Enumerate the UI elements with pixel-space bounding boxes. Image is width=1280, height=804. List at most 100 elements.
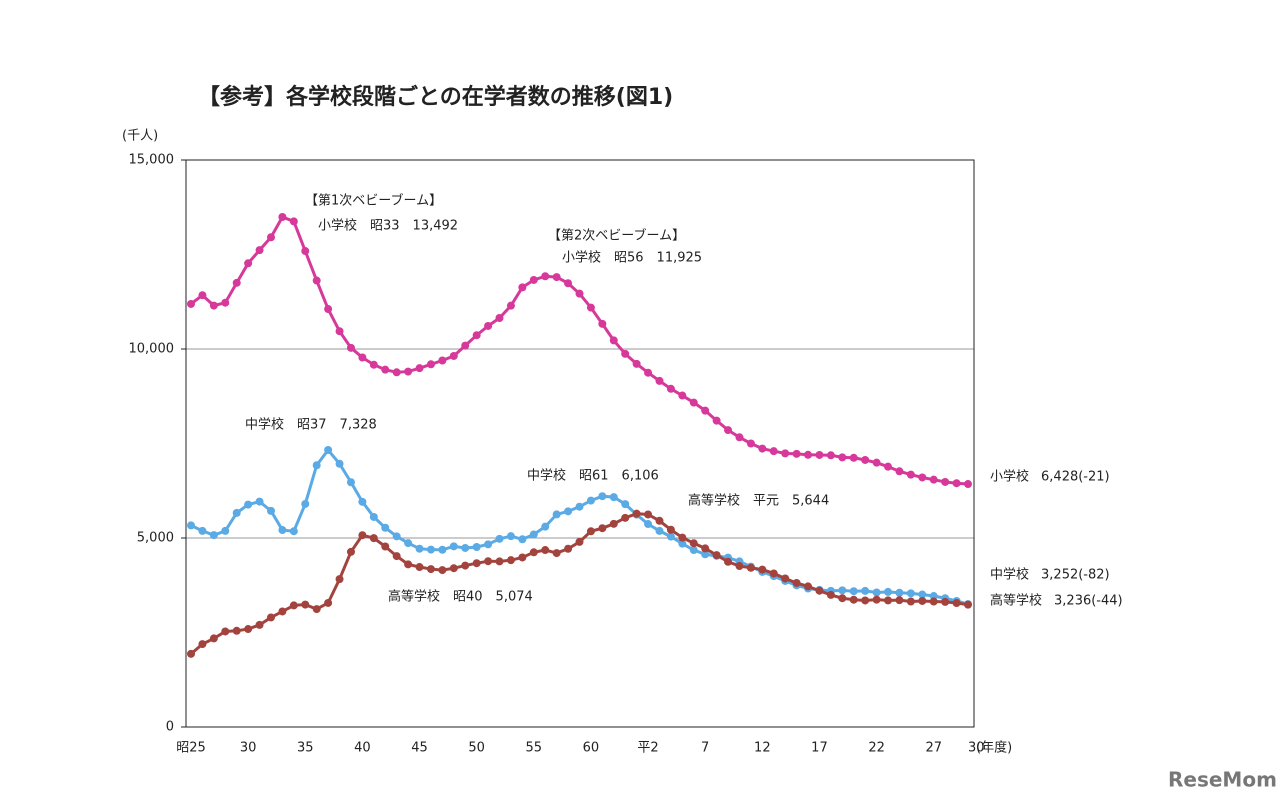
- point: [735, 562, 744, 571]
- point: [906, 470, 915, 479]
- point: [666, 532, 675, 541]
- point: [495, 534, 504, 543]
- point: [678, 539, 687, 548]
- point: [804, 450, 813, 459]
- point: [815, 586, 824, 595]
- point: [426, 565, 435, 574]
- point: [221, 627, 230, 636]
- point: [872, 458, 881, 467]
- point: [838, 594, 847, 603]
- point: [495, 557, 504, 566]
- point: [884, 462, 893, 471]
- point: [849, 453, 858, 462]
- point: [518, 283, 527, 292]
- point: [198, 526, 207, 535]
- point: [529, 530, 538, 539]
- point: [666, 525, 675, 534]
- point: [461, 543, 470, 552]
- y-axis-label: (千人): [122, 129, 158, 144]
- point: [209, 531, 218, 540]
- point: [644, 510, 653, 519]
- point: [289, 601, 298, 610]
- point: [666, 384, 675, 393]
- point: [369, 360, 378, 369]
- point: [449, 564, 458, 573]
- point: [735, 433, 744, 442]
- point: [575, 537, 584, 546]
- point: [724, 557, 733, 566]
- point: [724, 426, 733, 435]
- point: [209, 301, 218, 310]
- point: [301, 600, 310, 609]
- point: [701, 550, 710, 559]
- point: [918, 473, 927, 482]
- x-tick-label: 55: [526, 741, 543, 756]
- watermark: ReseMom: [1168, 768, 1277, 792]
- point: [369, 512, 378, 521]
- point: [895, 588, 904, 597]
- point: [849, 595, 858, 604]
- point: [678, 391, 687, 400]
- point: [849, 587, 858, 596]
- series-end-label: 6,428(-21): [1041, 470, 1110, 485]
- point: [518, 535, 527, 544]
- point: [906, 597, 915, 606]
- y-tick-label: 0: [166, 720, 174, 735]
- x-tick-label: 昭25: [176, 741, 206, 756]
- point: [964, 480, 972, 489]
- point: [712, 416, 721, 425]
- point: [289, 527, 298, 536]
- point: [941, 597, 950, 606]
- point: [689, 539, 698, 548]
- point: [438, 566, 447, 575]
- annotation: 【第2次ベビーブーム】: [548, 228, 685, 244]
- point: [529, 275, 538, 284]
- point: [381, 542, 390, 551]
- point: [198, 291, 207, 300]
- x-tick-label: 22: [868, 741, 885, 756]
- point: [426, 545, 435, 554]
- point: [358, 531, 367, 540]
- point: [621, 500, 630, 509]
- point: [746, 439, 755, 448]
- point: [449, 351, 458, 360]
- plot-frame: [185, 159, 975, 728]
- point: [861, 455, 870, 464]
- annotation: 中学校 昭61 6,106: [527, 468, 659, 484]
- point: [392, 368, 401, 377]
- point: [872, 595, 881, 604]
- point: [484, 557, 493, 566]
- chart-title: 【参考】各学校段階ごとの在学者数の推移(図1): [198, 84, 673, 110]
- point: [335, 575, 344, 584]
- point: [381, 365, 390, 374]
- point: [324, 446, 333, 455]
- point: [895, 467, 904, 476]
- point: [335, 327, 344, 336]
- x-tick-label: 30: [968, 741, 985, 756]
- point: [792, 449, 801, 458]
- point: [438, 545, 447, 554]
- x-axis-label: (年度): [976, 740, 1012, 756]
- point: [644, 368, 653, 377]
- point: [312, 461, 321, 470]
- point: [586, 496, 595, 505]
- point: [838, 586, 847, 595]
- point: [609, 336, 618, 345]
- point: [586, 527, 595, 536]
- point: [187, 521, 195, 530]
- point: [324, 305, 333, 314]
- y-tick-label: 10,000: [129, 342, 175, 357]
- point: [232, 278, 241, 287]
- point: [255, 497, 264, 506]
- point: [552, 273, 561, 282]
- point: [484, 540, 493, 549]
- point: [472, 542, 481, 551]
- annotation: 高等学校 平元 5,644: [688, 493, 829, 509]
- point: [575, 289, 584, 298]
- point: [564, 279, 573, 288]
- point: [266, 506, 275, 515]
- point: [941, 477, 950, 486]
- point: [221, 526, 230, 535]
- point: [426, 360, 435, 369]
- point: [552, 549, 561, 558]
